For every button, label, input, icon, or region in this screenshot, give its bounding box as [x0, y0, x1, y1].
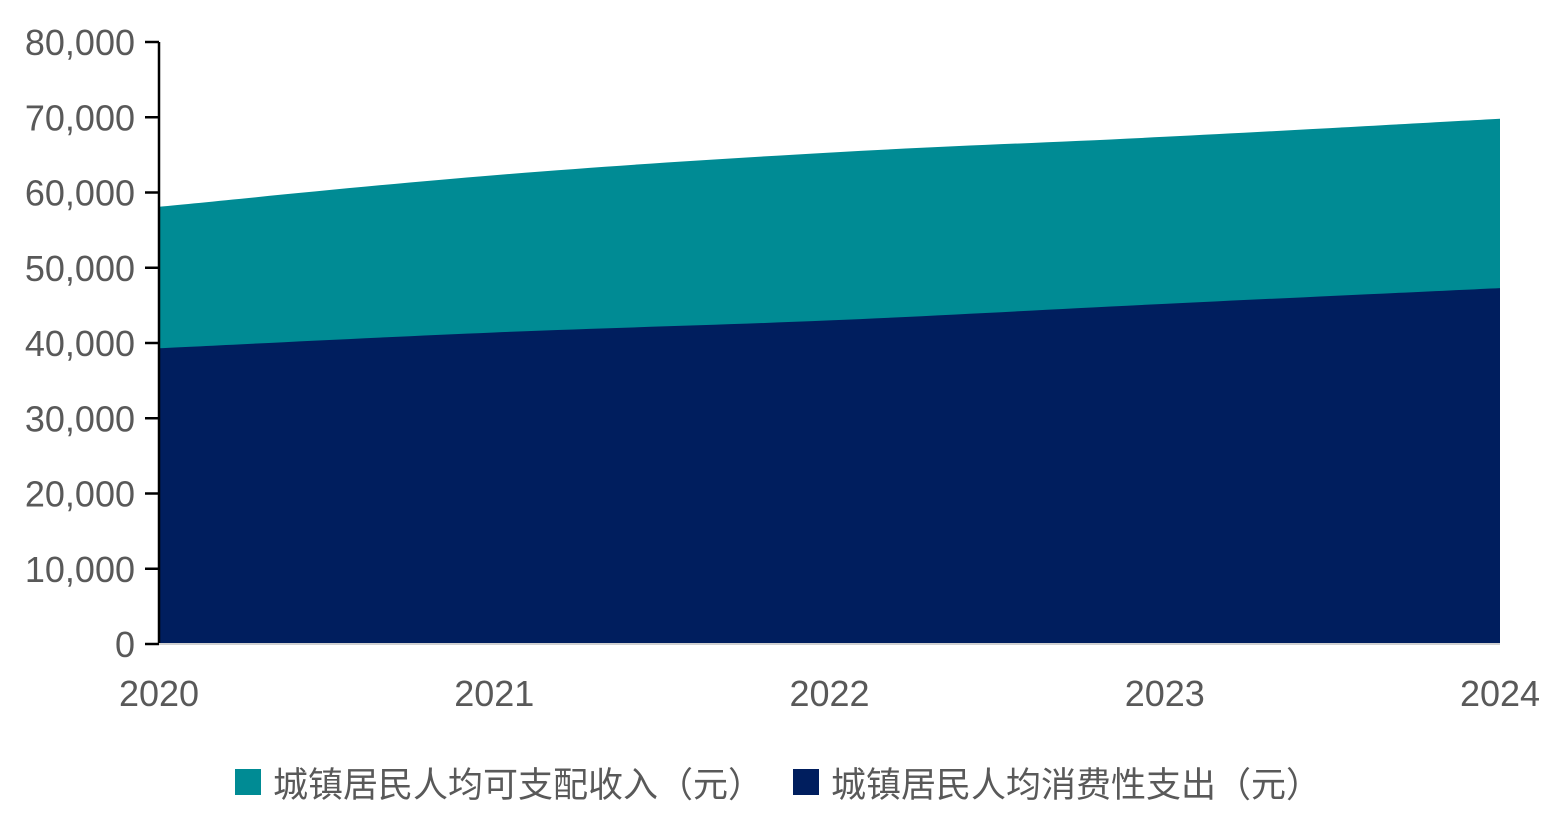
y-tick-label: 30,000 [25, 398, 135, 439]
x-tick-label: 2022 [789, 673, 869, 714]
legend-item-income: 城镇居民人均可支配收入（元） [234, 757, 763, 808]
legend-swatch-expenditure [793, 769, 819, 795]
y-tick-label: 20,000 [25, 474, 135, 515]
legend-item-expenditure: 城镇居民人均消费性支出（元） [793, 757, 1321, 808]
chart-legend: 城镇居民人均可支配收入（元） 城镇居民人均消费性支出（元） [0, 752, 1556, 812]
legend-swatch-income [234, 769, 261, 795]
x-axis-ticks: 2020 2021 2022 2023 2024 [119, 673, 1540, 714]
chart-areas [159, 118, 1500, 644]
area-chart: 0 10,000 20,000 30,000 40,000 50,000 60,000 70,… [25, 22, 1540, 714]
y-tick-label: 0 [115, 624, 135, 665]
x-tick-label: 2020 [119, 673, 199, 714]
x-tick-label: 2024 [1460, 673, 1540, 714]
y-axis-ticks: 0 10,000 20,000 30,000 40,000 50,000 60,000 70,… [25, 22, 159, 665]
legend-label-expenditure: 城镇居民人均消费性支出（元） [831, 765, 1322, 806]
x-tick-label: 2023 [1125, 673, 1205, 714]
y-tick-label: 10,000 [25, 549, 135, 590]
y-tick-label: 60,000 [25, 173, 135, 214]
x-tick-label: 2021 [454, 673, 534, 714]
y-tick-label: 80,000 [25, 22, 135, 63]
y-tick-label: 70,000 [25, 97, 135, 138]
y-tick-label: 40,000 [25, 323, 135, 364]
legend-label-income: 城镇居民人均可支配收入（元） [272, 765, 763, 806]
y-tick-label: 50,000 [25, 248, 135, 289]
area-series-expenditure [159, 288, 1500, 644]
